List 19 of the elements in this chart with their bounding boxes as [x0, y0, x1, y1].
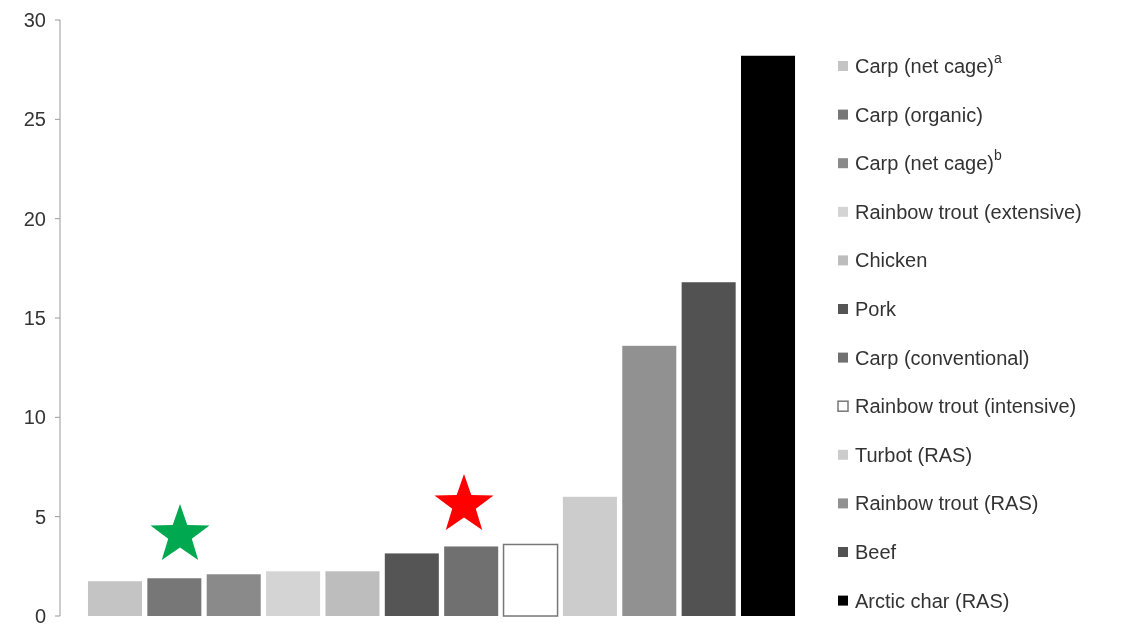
legend-label: Carp (conventional): [855, 346, 1030, 369]
y-tick-label: 30: [23, 9, 46, 31]
y-tick-label: 25: [23, 108, 46, 131]
legend-label: Pork: [855, 298, 898, 320]
legend-label: Carp (organic): [855, 103, 983, 126]
y-tick-label: 10: [23, 406, 46, 429]
legend-label: Rainbow trout (intensive): [855, 395, 1077, 418]
y-tick-label: 20: [23, 207, 46, 230]
legend-label: Carp (net cage)$^{a}$: [855, 50, 1002, 77]
legend-label: Beef: [855, 541, 897, 563]
legend-label: Rainbow trout (RAS): [855, 492, 1039, 515]
y-tick-label: 0: [34, 605, 46, 627]
legend-label: Chicken: [855, 249, 928, 272]
y-tick-label: 15: [23, 307, 46, 329]
legend-label: Turbot (RAS): [855, 443, 973, 466]
y-tick-label: 5: [34, 505, 46, 528]
legend-label: Carp (net cage)$^{b}$: [855, 147, 1002, 175]
legend-label: Rainbow trout (extensive): [855, 200, 1082, 223]
legend-label: Arctic char (RAS): [855, 589, 1010, 612]
